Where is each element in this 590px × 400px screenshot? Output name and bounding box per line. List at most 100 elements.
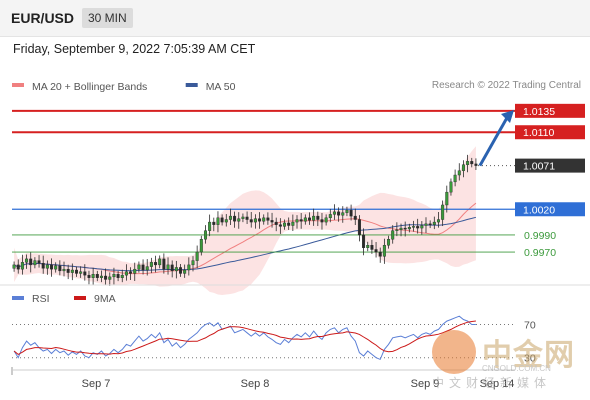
candle-body [320, 219, 324, 223]
candle-body [337, 211, 341, 216]
candle-body [299, 219, 303, 222]
candle-body [112, 274, 116, 278]
candle [328, 208, 332, 223]
candle-body [449, 181, 453, 193]
candle-body [461, 164, 465, 171]
credit-text: Research © 2022 Trading Central [431, 80, 581, 91]
timeframe-badge[interactable]: 30 MIN [82, 8, 133, 28]
level-tag [515, 158, 585, 173]
bollinger-band [14, 146, 476, 296]
candle-body [133, 268, 137, 274]
candle [29, 252, 33, 273]
candle-body [29, 258, 33, 266]
candle [220, 214, 224, 226]
candle [203, 225, 207, 244]
candle-body [287, 222, 291, 226]
candle [270, 212, 274, 228]
candle-body [362, 234, 366, 248]
candle-body [12, 264, 16, 269]
candle [174, 260, 178, 279]
candle-body [233, 215, 237, 222]
level-tag [515, 125, 585, 140]
candle [216, 211, 220, 233]
candle-body [470, 161, 474, 165]
candle [274, 217, 278, 232]
candle-body [258, 218, 262, 222]
candle [66, 264, 70, 280]
candle [287, 217, 291, 230]
candle [37, 255, 41, 268]
candle-body [149, 262, 153, 267]
candle-body [212, 221, 216, 225]
candle [416, 218, 420, 234]
candle [124, 264, 128, 281]
candle [224, 214, 228, 227]
x-tick-label: Sep 7 [82, 378, 111, 390]
candle [129, 267, 133, 280]
candle-body [412, 226, 415, 228]
watermark: 中金网 CNGOLD.COM.CN 中文财经新媒体 [432, 328, 582, 390]
candle-body [249, 219, 253, 223]
rsi-legend-swatch [74, 296, 86, 300]
candle-body [316, 215, 320, 220]
candle-body [420, 225, 424, 229]
candle-body [199, 239, 203, 253]
candle [466, 154, 470, 173]
symbol-label: EUR/USD [11, 10, 75, 26]
candle-body [166, 264, 170, 270]
candle [341, 206, 345, 223]
candle-body [283, 222, 287, 227]
candle-body [208, 221, 212, 231]
candle-body [345, 209, 349, 213]
candle-body [274, 221, 278, 225]
candle [357, 215, 361, 242]
candle-body [324, 217, 328, 223]
candle [441, 200, 445, 227]
candle [25, 254, 29, 269]
candle [133, 262, 137, 281]
candle [70, 263, 74, 281]
candle [295, 215, 299, 229]
candle-body [179, 267, 182, 274]
candle [395, 222, 399, 237]
candle-body [99, 275, 103, 278]
forecast-arrow [478, 115, 510, 167]
candle [154, 255, 158, 273]
candle-body [353, 215, 357, 220]
candle [16, 259, 20, 274]
candle-body [95, 274, 99, 278]
candle [241, 213, 245, 223]
watermark-subtitle: 中文财经新媒体 [432, 376, 552, 390]
legend-swatch [185, 83, 198, 87]
rsi-ma-line [13, 320, 476, 355]
candle-body [124, 271, 128, 276]
candle-body [108, 276, 112, 280]
candle [291, 214, 295, 231]
candle [387, 235, 391, 249]
candle [228, 208, 232, 226]
candle-body [158, 258, 162, 266]
candle-body [332, 211, 336, 215]
candle-body [266, 217, 270, 221]
candle [233, 211, 237, 228]
candle-body [270, 220, 274, 223]
candle [399, 223, 403, 237]
legend-label: MA 20 + Bollinger Bands [32, 81, 147, 93]
candle [191, 256, 195, 272]
candle [308, 212, 311, 225]
candle [353, 208, 357, 226]
candle-body [203, 230, 207, 240]
candle-body [403, 227, 407, 230]
candle-body [349, 209, 353, 217]
candle [62, 261, 66, 277]
candle-body [33, 260, 37, 266]
candle [141, 259, 145, 275]
candle-body [145, 266, 149, 271]
candle-body [195, 251, 199, 261]
candle [170, 260, 174, 278]
candle [332, 204, 336, 220]
level-tag [515, 202, 585, 217]
candle-body [216, 217, 220, 225]
candle-body [453, 174, 457, 183]
candle-body [399, 227, 403, 230]
